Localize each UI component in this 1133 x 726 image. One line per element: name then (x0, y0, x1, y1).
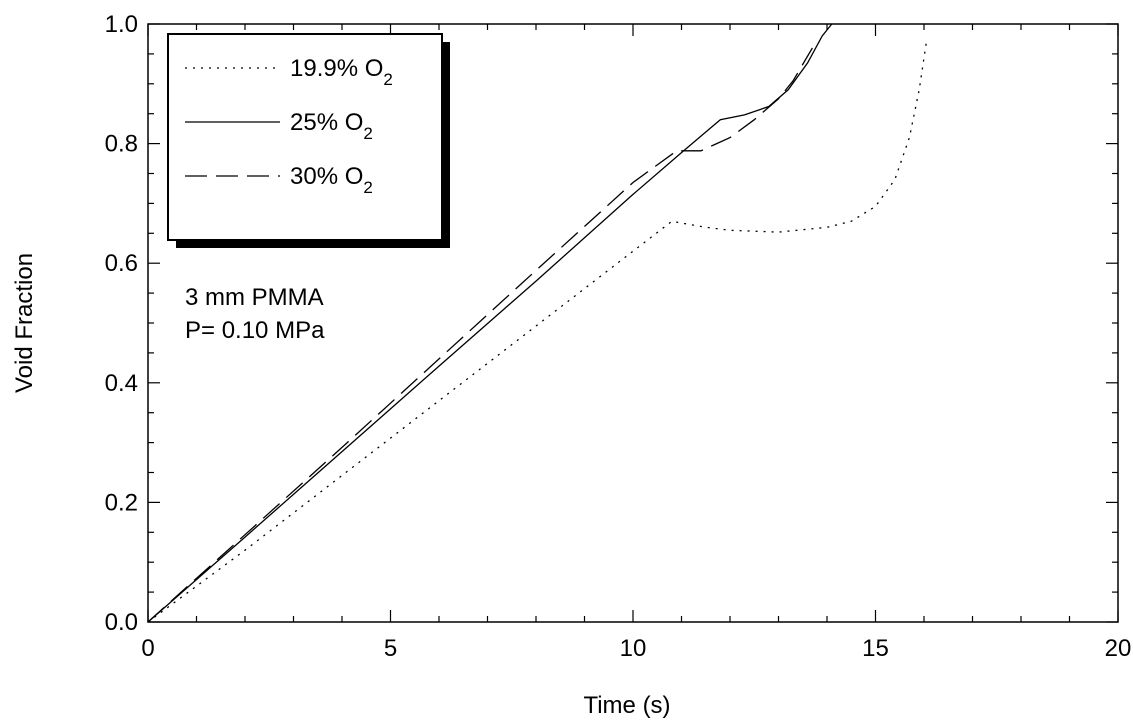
axis-ticks (147, 23, 1119, 623)
legend-subscript-2: 2 (363, 178, 372, 197)
y-tick-label: 0.2 (105, 489, 138, 516)
x-tick-label: 20 (1105, 635, 1132, 662)
x-tick-label: 10 (620, 635, 647, 662)
annotation-material: 3 mm PMMA (185, 284, 324, 311)
x-tick-label: 5 (384, 635, 397, 662)
x-tick-label: 0 (141, 635, 154, 662)
legend-box (167, 33, 443, 241)
y-axis-title: Void Fraction (11, 253, 38, 393)
x-tick-labels: 0 5 10 15 20 (141, 635, 1131, 662)
x-axis-title: Time (s) (583, 692, 670, 719)
series-layer (147, 23, 928, 623)
series-line-1 (147, 23, 833, 623)
x-tick-label: 15 (862, 635, 889, 662)
series-line-2 (147, 47, 813, 623)
y-tick-labels: 0.0 0.2 0.4 0.6 0.8 1.0 (105, 11, 138, 636)
annotation-pressure: P= 0.10 MPa (185, 317, 325, 344)
y-tick-label: 1.0 (105, 11, 138, 38)
y-tick-label: 0.6 (105, 250, 138, 277)
y-tick-label: 0.4 (105, 370, 138, 397)
y-tick-label: 0.0 (105, 609, 138, 636)
legend-subscript-0: 2 (383, 70, 392, 89)
y-tick-label: 0.8 (105, 131, 138, 158)
legend-subscript-1: 2 (363, 124, 372, 143)
